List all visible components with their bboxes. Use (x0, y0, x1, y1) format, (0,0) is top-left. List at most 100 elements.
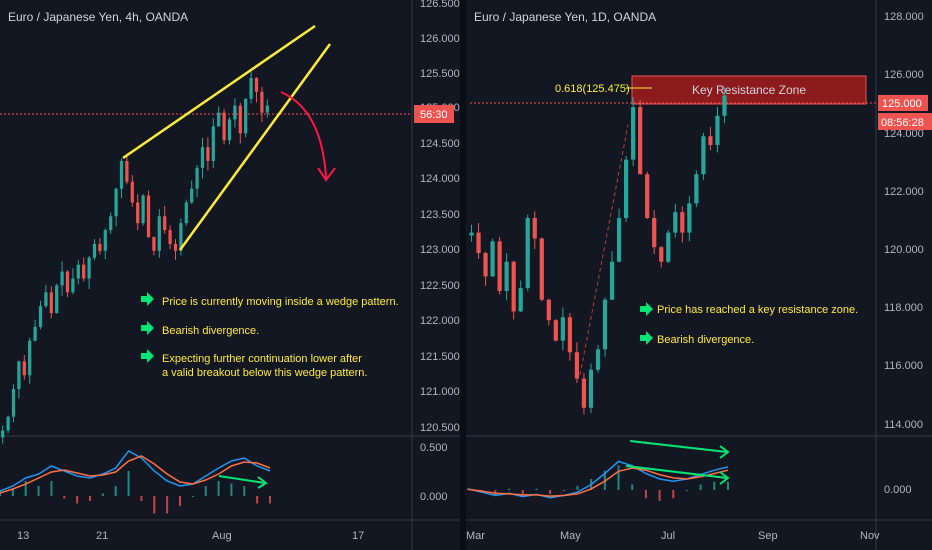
note-text-line: Expecting further continuation lower aft… (162, 353, 362, 365)
candle-body (211, 126, 215, 161)
candle-body (624, 159, 629, 218)
candle-body (1, 430, 5, 438)
right-time-axis[interactable]: Mar May Jul Sep Nov (466, 530, 880, 542)
candle-body (200, 147, 205, 168)
histogram-bar (153, 496, 156, 514)
left-price-tag (414, 105, 454, 123)
candle-body (222, 112, 226, 141)
green-arrow-icon (141, 321, 154, 335)
left-oscillator (0, 450, 271, 514)
right-price-tag-label: 125.000 (882, 98, 922, 110)
candle-body (631, 107, 636, 160)
left-chart-title: Euro / Japanese Yen, 4h, OANDA (8, 10, 188, 24)
right-price-axis[interactable]: 128.000 126.000 124.000 122.000 120.000 … (884, 11, 924, 431)
y-tick: 128.000 (884, 11, 924, 23)
x-tick: Jul (661, 530, 675, 542)
candle-body (55, 285, 59, 314)
candle-body (265, 105, 269, 113)
divergence-arrow-icon (218, 475, 268, 489)
candle-body (233, 105, 237, 120)
candle-body (602, 299, 608, 350)
histogram-bar (76, 496, 79, 504)
histogram-bar (114, 486, 117, 496)
candle-body (65, 271, 70, 293)
candle-body (539, 238, 544, 300)
candle-body (254, 78, 259, 92)
note-text: Price has reached a key resistance zone. (657, 304, 858, 316)
candle-body (638, 107, 643, 175)
histogram-bar (508, 488, 511, 490)
histogram-bar (617, 465, 620, 490)
candle-body (483, 253, 488, 277)
candle-body (645, 174, 650, 218)
histogram-bar (89, 496, 91, 501)
candle-body (722, 95, 727, 116)
fib-level-label: 0.618(125.475) (555, 83, 630, 95)
signal-line (467, 467, 729, 497)
candle-body (532, 218, 537, 239)
candle-body (553, 320, 558, 341)
y-tick: 123.000 (420, 244, 460, 256)
histogram-bar (576, 485, 579, 490)
green-arrow-icon (640, 302, 653, 316)
candle-body (217, 112, 221, 127)
x-tick: 13 (17, 530, 29, 542)
resistance-zone[interactable] (631, 75, 867, 105)
histogram-bar (644, 490, 647, 499)
histogram-bar (63, 496, 66, 499)
candle-body (504, 261, 509, 291)
candle-body (195, 167, 199, 189)
candle-body (260, 91, 264, 113)
candle-body (680, 212, 685, 233)
candle-body (560, 317, 565, 341)
histogram-bar (101, 493, 104, 496)
signal-line (0, 455, 271, 494)
histogram-bar (713, 481, 716, 490)
wedge-lower-line[interactable] (178, 43, 332, 251)
candle-body (130, 181, 134, 203)
y-tick: 114.000 (884, 419, 923, 431)
candle-body (22, 361, 26, 376)
y-tick: 125.500 (420, 68, 460, 80)
y-tick: 122.000 (420, 315, 460, 327)
y-tick: 121.000 (420, 386, 460, 398)
histogram-bar (562, 490, 565, 491)
y-tick: 126.500 (420, 0, 460, 10)
histogram-bar (672, 490, 675, 499)
candle-body (28, 340, 32, 376)
candle-body (546, 299, 551, 321)
left-time-axis[interactable]: 13 21 Aug 17 (17, 530, 364, 542)
osc-y-tick: 0.000 (884, 484, 912, 496)
candle-body (109, 216, 113, 231)
candle-body (616, 218, 622, 262)
candle-body (173, 243, 178, 251)
candle-body (136, 202, 140, 224)
candle-body (190, 188, 194, 203)
osc-y-tick: 0.000 (420, 491, 448, 503)
candle-body (125, 160, 129, 182)
candle-body (119, 160, 124, 189)
y-tick: 122.500 (420, 280, 460, 292)
wedge-upper-line[interactable] (122, 24, 316, 160)
osc-y-tick: 0.500 (420, 442, 448, 454)
y-tick: 120.500 (420, 422, 460, 434)
note-text-multiline: Expecting further continuation lower aft… (162, 353, 367, 379)
histogram-bar (37, 486, 40, 496)
histogram-bar (631, 484, 634, 490)
candle-body (49, 292, 53, 314)
left-chart-panel[interactable]: Euro / Japanese Yen, 4h, OANDA 126.500 1… (0, 0, 460, 550)
panel-separator[interactable] (460, 0, 466, 550)
green-arrow-icon (141, 349, 154, 363)
candle-body (157, 216, 161, 251)
histogram-bar (191, 496, 194, 497)
candle-body (103, 230, 107, 251)
y-tick: 121.500 (420, 351, 460, 363)
divergence-arrow-lower-icon (625, 465, 730, 485)
countdown-tag (878, 113, 932, 130)
candle-body (71, 278, 75, 293)
y-tick: 123.500 (420, 209, 460, 221)
candle-body (525, 218, 530, 289)
histogram-bar (127, 471, 130, 496)
right-chart-panel[interactable]: Euro / Japanese Yen, 1D, OANDA Key Resis… (466, 0, 932, 550)
